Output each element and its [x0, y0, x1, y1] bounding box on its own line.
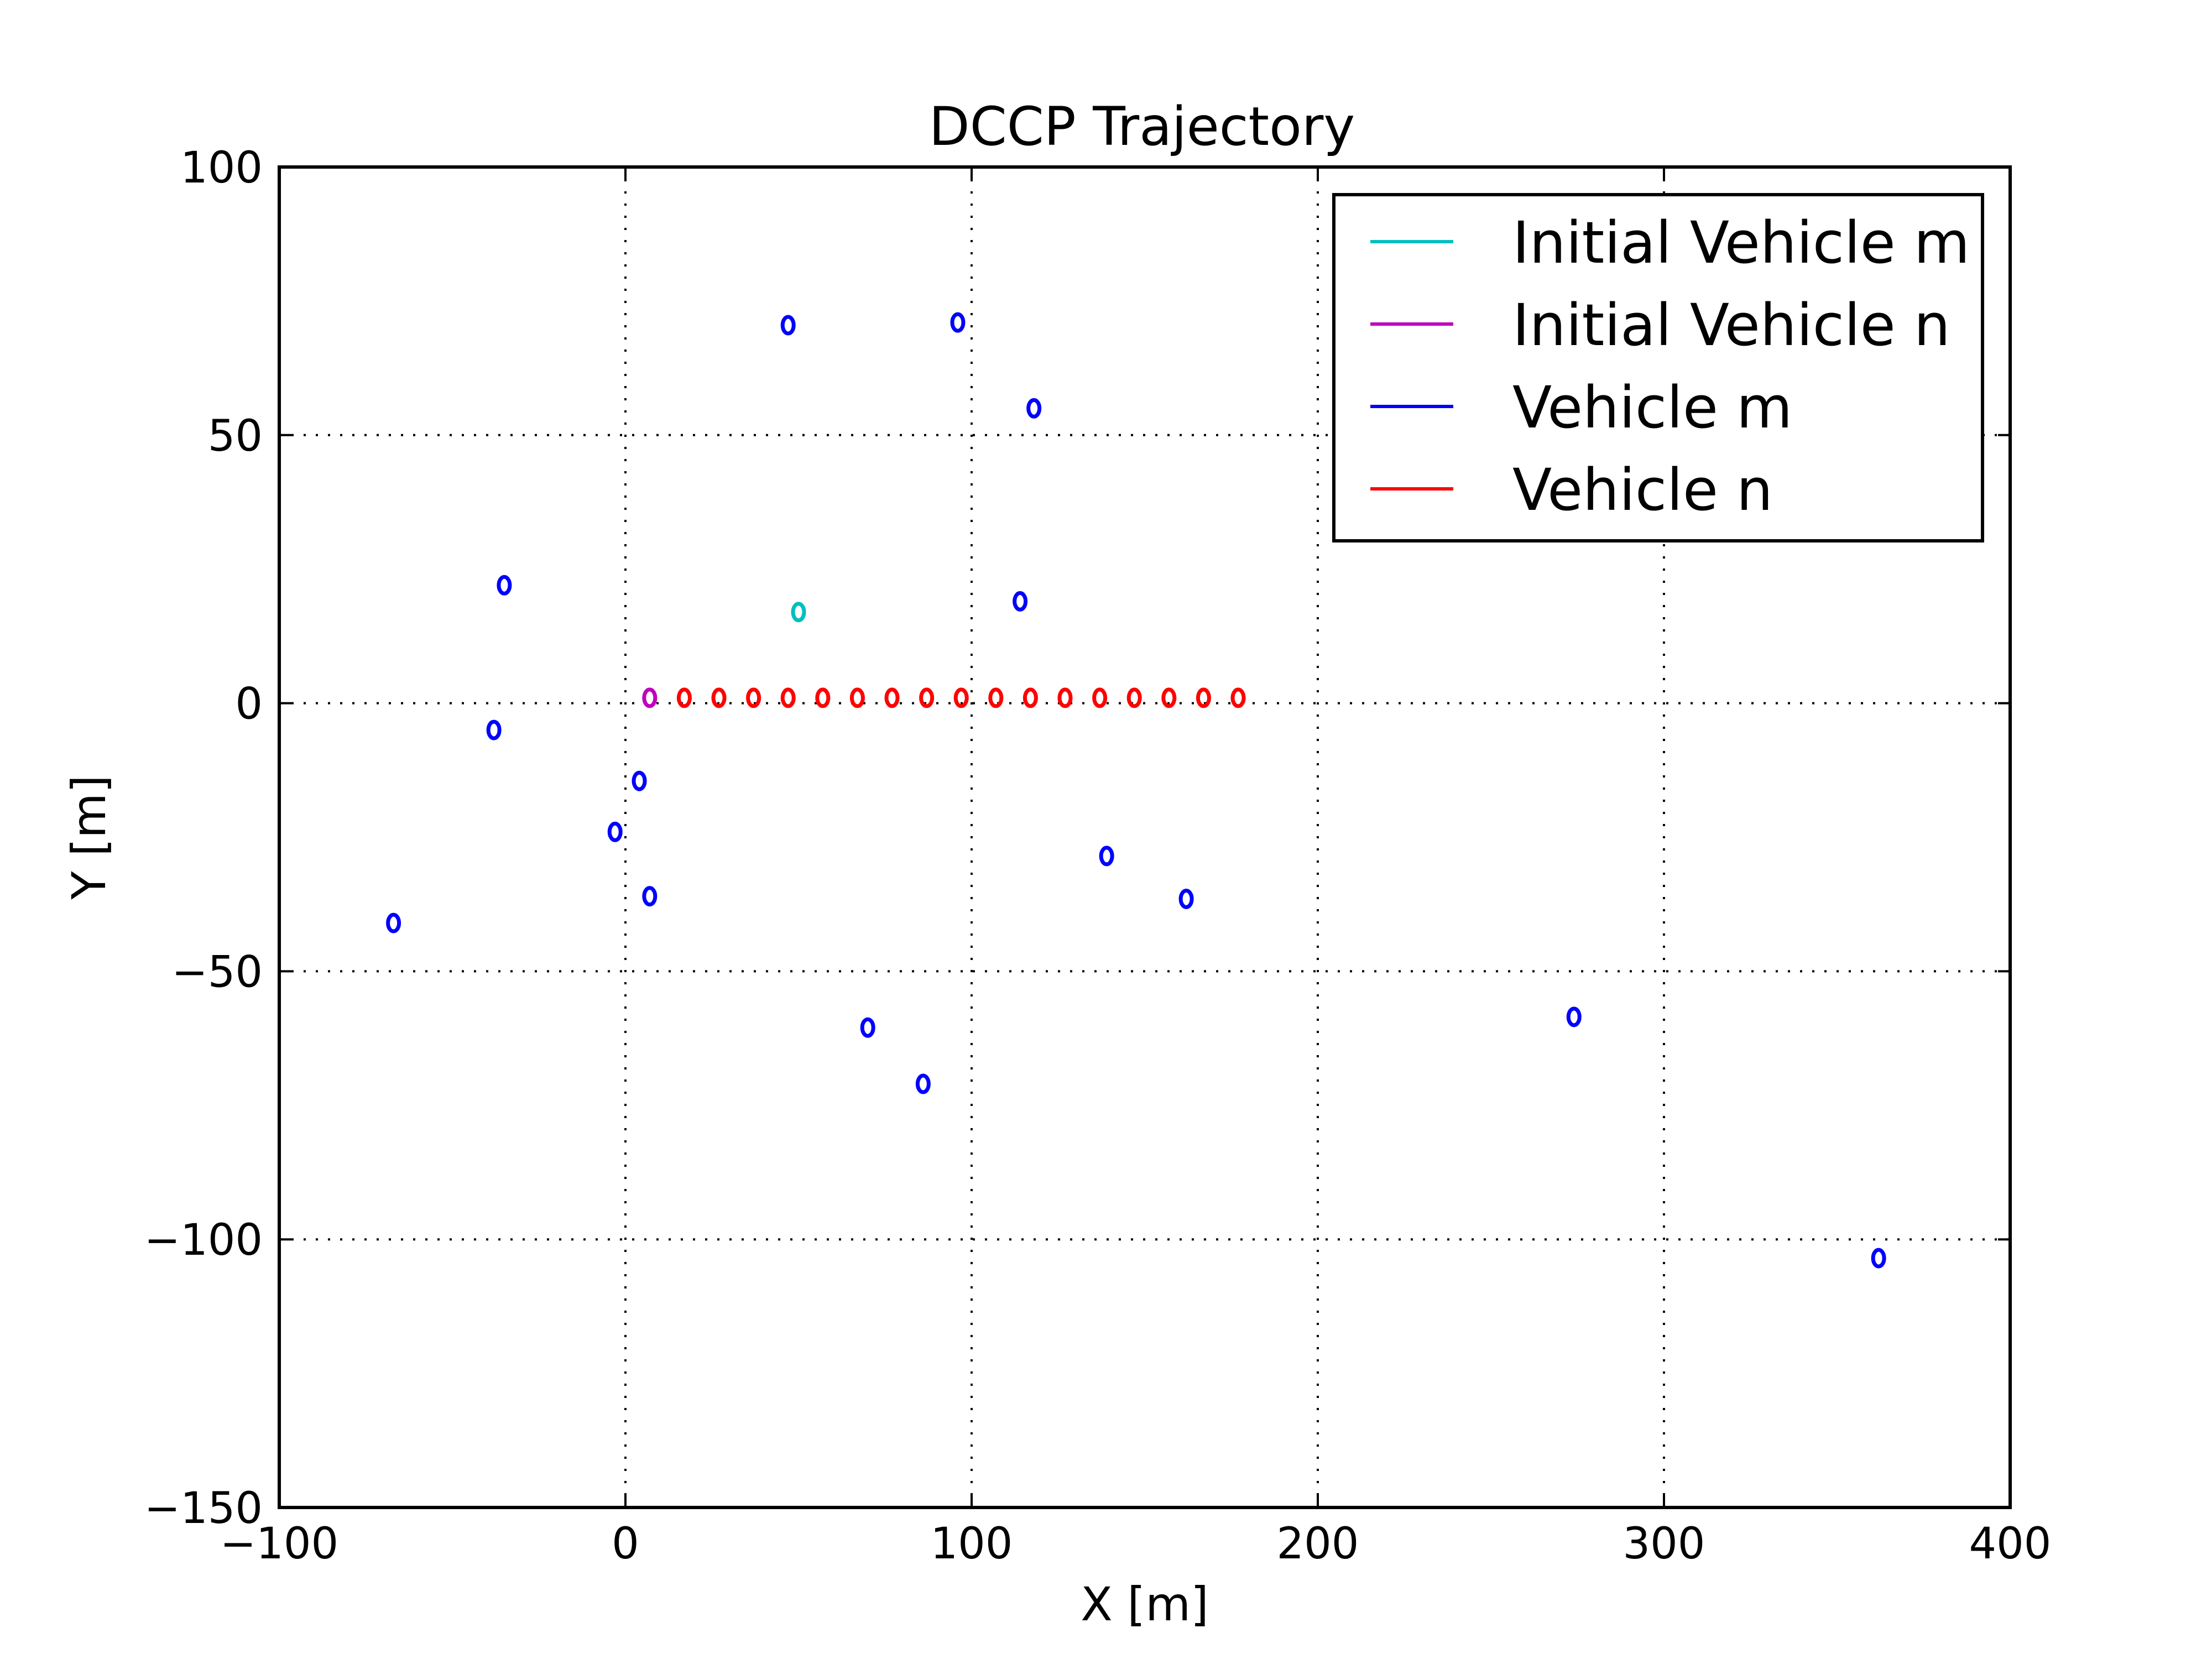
x-tick-label: 100	[931, 1519, 1013, 1569]
point-vehicle-m	[642, 886, 658, 907]
y-tick-label: −50	[171, 947, 263, 997]
point-vehicle-n	[676, 687, 692, 708]
y-tick-label: −100	[144, 1215, 263, 1265]
point-vehicle-m	[950, 312, 966, 333]
point-vehicle-n	[1022, 687, 1038, 708]
y-tick-label: 0	[235, 680, 263, 729]
legend: Initial Vehicle m Initial Vehicle n Vehicl…	[1332, 193, 1984, 542]
legend-label-initial-vehicle-m: Initial Vehicle m	[1512, 209, 1970, 276]
y-tick-label: 100	[180, 143, 263, 193]
point-vehicle-n	[953, 687, 969, 708]
point-vehicle-m	[607, 821, 623, 842]
point-vehicle-n	[1230, 687, 1246, 708]
point-vehicle-m	[915, 1073, 931, 1094]
point-vehicle-n	[1126, 687, 1142, 708]
point-vehicle-m	[386, 912, 401, 933]
point-vehicle-m	[1026, 398, 1042, 419]
point-vehicle-m	[860, 1017, 875, 1038]
point-initial-vehicle-m	[791, 602, 806, 623]
point-vehicle-n	[884, 687, 900, 708]
legend-label-initial-vehicle-n: Initial Vehicle n	[1512, 291, 1950, 359]
x-tick-label: 200	[1277, 1519, 1359, 1569]
point-vehicle-n	[988, 687, 1004, 708]
point-vehicle-n	[815, 687, 831, 708]
x-axis-label: X [m]	[1081, 1577, 1209, 1631]
point-vehicle-m	[780, 315, 796, 336]
point-vehicle-m	[1013, 591, 1028, 612]
point-initial-vehicle-n	[642, 687, 658, 708]
legend-label-vehicle-n: Vehicle n	[1512, 456, 1773, 524]
grid-lines	[279, 167, 2010, 1507]
y-tick-label: 50	[208, 411, 263, 461]
legend-entries: Initial Vehicle m Initial Vehicle n Vehicl…	[1370, 209, 1970, 524]
point-vehicle-n	[746, 687, 761, 708]
point-vehicle-n	[1092, 687, 1108, 708]
legend-box	[1332, 193, 1984, 542]
chart-title: DCCP Trajectory	[929, 96, 1355, 158]
x-tick-label: 300	[1623, 1519, 1705, 1569]
point-vehicle-n	[849, 687, 865, 708]
data-points	[386, 312, 1886, 1269]
point-vehicle-m	[486, 719, 502, 740]
point-vehicle-m	[632, 770, 647, 791]
x-tick-label: 400	[1969, 1519, 2052, 1569]
point-vehicle-n	[1057, 687, 1073, 708]
point-vehicle-n	[1196, 687, 1211, 708]
point-vehicle-m	[1566, 1006, 1582, 1027]
y-tick-label: −150	[144, 1484, 263, 1533]
x-tick-label: −100	[220, 1519, 338, 1569]
point-vehicle-n	[1161, 687, 1177, 708]
x-tick-label: 0	[612, 1519, 639, 1569]
point-vehicle-m	[1099, 846, 1114, 867]
point-vehicle-m	[497, 575, 512, 596]
point-vehicle-m	[1178, 889, 1194, 910]
plot-area-frame	[278, 165, 2012, 1509]
point-vehicle-m	[1871, 1248, 1886, 1269]
point-vehicle-n	[711, 687, 727, 708]
point-vehicle-n	[919, 687, 935, 708]
point-vehicle-n	[780, 687, 796, 708]
y-axis-label: Y [m]	[62, 775, 116, 900]
legend-label-vehicle-m: Vehicle m	[1512, 374, 1792, 441]
